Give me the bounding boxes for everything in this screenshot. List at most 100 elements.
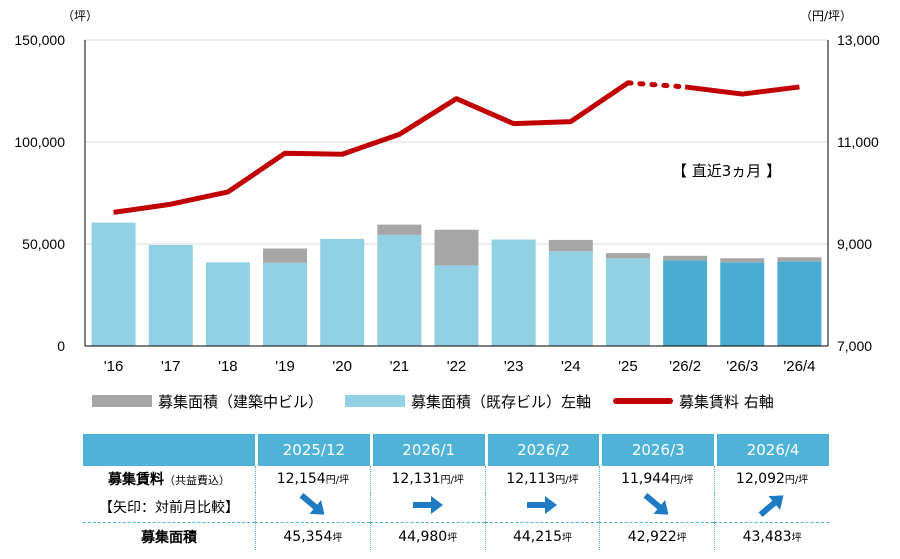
bar-construction [548, 239, 593, 252]
rent-cell: 12,131円/坪 [369, 466, 485, 492]
left-tick-label: 100,000 [14, 134, 65, 150]
table-corner [83, 434, 255, 466]
area-cell: 44,215坪 [484, 522, 600, 550]
rent-line-gap [625, 80, 688, 90]
rent-cell: 11,944円/坪 [599, 466, 714, 492]
bar-series [91, 222, 822, 346]
left-tick-label: 150,000 [14, 32, 65, 48]
bar-existing [605, 258, 650, 346]
area-cell: 43,483坪 [714, 522, 829, 550]
area-row: 募集面積 45,354坪 44,980坪 44,215坪 42,922坪 43,… [83, 522, 829, 550]
arrow-cell [599, 492, 714, 522]
trend-arrow-icon [527, 496, 558, 514]
legend-item-rent: 募集賃料 右軸 [613, 391, 774, 412]
area-cell: 45,354坪 [255, 522, 370, 550]
arrow-shape [758, 495, 784, 517]
legend-swatch-rent [613, 398, 674, 404]
rent-line-monthly [684, 84, 800, 97]
x-tick-label: '24 [561, 358, 581, 375]
rent-line-series [113, 80, 800, 215]
x-tick-label: '23 [504, 358, 524, 375]
bar-construction [377, 224, 422, 235]
bar-construction [605, 253, 650, 259]
month-header: 2026/1 [369, 434, 485, 466]
x-tick-label: '26/3 [726, 358, 758, 375]
bar-existing [205, 262, 250, 346]
arrow-cell [369, 492, 485, 522]
arrow-shape [643, 493, 669, 515]
area-row-label: 募集面積 [83, 522, 255, 550]
bar-existing [377, 234, 422, 346]
arrow-cell [484, 492, 600, 522]
arrow-note: 【矢印：対前月比較】 [99, 500, 239, 516]
right-tick-label: 7,000 [837, 338, 872, 354]
legend-swatch-construction [92, 395, 152, 407]
x-tick-label: '20 [332, 358, 352, 375]
tick-labels: 0 50,000 100,000 150,000 7,000 9,000 11,000 13,… [14, 32, 880, 375]
legend-swatch-existing [345, 395, 406, 407]
bar-existing [663, 260, 708, 346]
legend-label-construction: 募集面積（建築中ビル） [158, 392, 324, 411]
chart-area: 0 50,000 100,000 150,000 7,000 9,000 11,000 13,… [14, 9, 880, 375]
gridlines [85, 39, 828, 245]
x-tick-label: '21 [390, 358, 410, 375]
x-tick-label: '26/2 [669, 358, 701, 375]
bar-existing [320, 238, 365, 346]
legend-label-existing: 募集面積（既存ビル）左軸 [411, 392, 592, 411]
legend: 募集面積（建築中ビル） 募集面積（既存ビル）左軸 募集賃料 右軸 [92, 389, 852, 413]
bar-existing [720, 262, 765, 346]
bar-construction [434, 229, 479, 266]
trend-arrow-icon [758, 495, 784, 517]
table-header-row: 2025/12 2026/1 2026/2 2026/3 2026/4 [83, 434, 829, 466]
right-tick-label: 9,000 [837, 236, 872, 252]
right-tick-label: 11,000 [837, 134, 879, 150]
arrow-shape [299, 493, 325, 515]
rent-cell: 12,113円/坪 [484, 466, 600, 492]
rent-row: 募集賃料（共益費込） 12,154円/坪 12,131円/坪 12,113円/坪… [83, 466, 829, 492]
summary-table: 2025/12 2026/1 2026/2 2026/3 2026/4 募集賃料… [83, 434, 829, 550]
bar-construction [663, 255, 708, 261]
bar-existing [434, 265, 479, 346]
axes [84, 40, 829, 347]
bar-construction [777, 257, 822, 262]
left-tick-label: 0 [57, 338, 65, 354]
bar-construction [720, 258, 765, 263]
arrow-cell [714, 492, 829, 522]
legend-item-construction: 募集面積（建築中ビル） [92, 391, 323, 412]
arrow-shape [527, 496, 558, 514]
area-cell: 44,980坪 [369, 522, 485, 550]
arrow-shape [412, 496, 443, 514]
x-tick-label: '25 [618, 358, 638, 375]
arrow-row: 【矢印：対前月比較】 [83, 492, 829, 522]
left-tick-label: 50,000 [22, 236, 65, 252]
x-tick-label: '18 [218, 358, 238, 375]
legend-label-rent: 募集賃料 右軸 [679, 392, 774, 411]
x-tick-label: '19 [275, 358, 295, 375]
x-tick-label: '26/4 [783, 358, 815, 375]
arrow-cell [255, 492, 370, 522]
right-tick-label: 13,000 [837, 32, 880, 48]
trend-arrow-icon [643, 493, 669, 515]
bar-existing [491, 239, 536, 346]
bar-existing [548, 251, 593, 346]
rent-row-label: 募集賃料（共益費込） [108, 472, 230, 488]
rent-cell: 12,154円/坪 [255, 466, 370, 492]
left-axis-unit: （坪） [62, 9, 98, 23]
month-header: 2026/3 [599, 434, 715, 466]
legend-item-existing: 募集面積（既存ビル）左軸 [345, 391, 591, 412]
bar-existing [91, 222, 136, 346]
bar-existing [777, 261, 822, 346]
trend-arrow-icon [299, 493, 325, 515]
bar-existing [148, 245, 193, 346]
x-tick-label: '22 [447, 358, 467, 375]
rent-cell: 12,092円/坪 [714, 466, 829, 492]
month-header: 2026/2 [484, 434, 600, 466]
x-tick-label: '16 [104, 358, 124, 375]
x-tick-label: '17 [161, 358, 181, 375]
month-header: 2025/12 [255, 434, 370, 466]
right-axis-unit: （円/坪） [800, 9, 852, 23]
recent-3-months-annotation: 【 直近3ヵ月 】 [672, 162, 782, 180]
month-header: 2026/4 [714, 434, 829, 466]
bar-existing [263, 262, 308, 346]
rent-line-yearly [113, 80, 630, 215]
